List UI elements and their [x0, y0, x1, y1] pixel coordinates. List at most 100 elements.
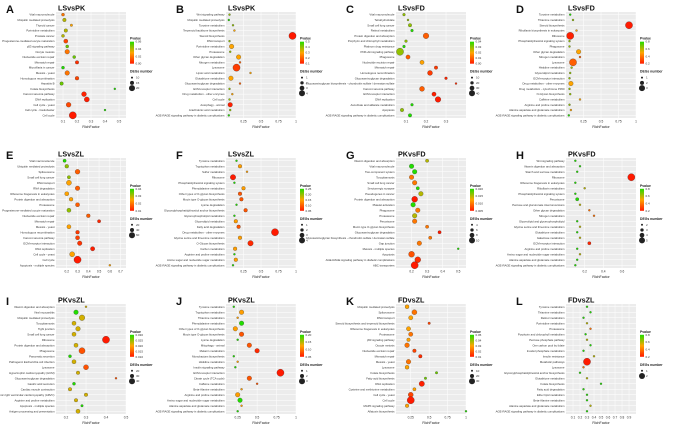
data-point — [65, 44, 69, 49]
data-point — [243, 208, 248, 213]
category-label: Thiamine metabolism — [198, 316, 225, 320]
legend-size-dot — [301, 223, 303, 226]
category-label: Arginine and proline metabolism — [525, 247, 566, 251]
category-label: AGE-RAGE signaling pathway in diabetic c… — [496, 409, 565, 413]
data-point — [86, 213, 91, 218]
legend-pvalue-tick: 0.3 — [306, 51, 311, 55]
data-point — [578, 203, 582, 206]
category-label: Glycosylphosphatidylinositol anchor bios… — [164, 208, 225, 212]
data-point — [585, 393, 589, 396]
data-point — [236, 338, 239, 341]
data-point — [61, 34, 65, 38]
legend-pvalue-tick: 0.02 — [136, 201, 142, 205]
category-label: Vitamin digestion and absorption — [354, 159, 395, 163]
data-point — [408, 113, 412, 118]
data-point — [108, 264, 111, 267]
legend-pvalue-tick: 0.015 — [476, 194, 484, 198]
x-tick-label: 0.4 — [601, 270, 606, 274]
legend-size-dot — [639, 237, 645, 244]
category-label: Lysosome — [552, 365, 565, 369]
category-label: AGE-RAGE signaling pathway in diabetic c… — [496, 113, 565, 117]
data-point — [76, 370, 80, 375]
data-point — [574, 181, 577, 184]
data-point — [74, 398, 78, 403]
legend-size-tick: 4 — [306, 91, 308, 95]
category-label: RNA degradation — [33, 186, 55, 190]
legend-pvalue-tick: 0.6 — [646, 194, 651, 198]
data-point — [73, 256, 82, 264]
category-label: RNA transport — [37, 181, 55, 185]
category-label: Steroid biosynthesis — [539, 23, 565, 27]
data-point — [238, 191, 242, 196]
category-label: Cell cycle — [43, 113, 55, 117]
category-label: Other glycan degradation — [533, 208, 565, 212]
legend-pvalue-tick: 0.2 — [646, 62, 651, 66]
category-label: Proteasome — [39, 203, 55, 207]
legend-pvalue-bar — [300, 41, 304, 64]
legend-size-title: DEGs number — [130, 70, 153, 74]
data-point — [64, 49, 70, 55]
legend-pvalue-tick: 0.4 — [646, 347, 651, 351]
legend-size-tick: 20 — [476, 374, 480, 378]
category-label: Toxoplasmosis — [376, 175, 395, 179]
category-label: Mismatch repair — [375, 66, 395, 70]
category-label: Nitrogen metabolism — [199, 60, 225, 64]
legend-size-dot — [300, 81, 304, 85]
data-point — [568, 103, 571, 106]
data-point — [68, 387, 72, 392]
data-point — [240, 404, 243, 407]
x-tick-label: 0.4 — [592, 416, 597, 420]
category-label: Ubiquitin mediated proteolysis — [357, 305, 395, 309]
category-label: Monobactam biosynthesis — [192, 354, 225, 358]
data-point — [288, 32, 297, 40]
legend-size-dot — [299, 378, 305, 385]
panel-a: A LSvsPK 0.1 0.2 0.3 0.4 0.5 Vital macromolecul… — [2, 4, 153, 130]
category-label: Small cell lung cancer — [27, 332, 54, 336]
data-point — [239, 197, 244, 202]
category-label: Meiosis - yeast — [36, 225, 55, 229]
data-point — [75, 326, 81, 332]
legend-pvalue-title: Pvalue — [300, 330, 311, 334]
data-point — [412, 213, 418, 219]
data-point — [72, 55, 76, 59]
x-tick-label: 0.6 — [620, 270, 625, 274]
data-point — [435, 96, 441, 103]
category-label: Progesterone-mediated oocyte maturation — [2, 208, 55, 212]
legend-pvalue-tick: 0.04 — [136, 187, 142, 191]
category-label: Alanine aspartate and glutamate metaboli… — [509, 404, 565, 408]
legend-pvalue-tick: 0.01 — [476, 355, 482, 359]
x-tick-label: 0.75 — [273, 416, 279, 420]
data-point — [231, 264, 235, 267]
legend-size-dot — [300, 228, 304, 232]
x-axis-label: RichFactor — [252, 275, 270, 279]
category-label: Retinol metabolism — [541, 316, 565, 320]
legend-size-tick: 1 — [306, 223, 308, 227]
legend-size-dot — [129, 85, 135, 92]
category-label: Histidine metabolism — [539, 66, 565, 70]
data-point — [405, 54, 411, 60]
category-label: Alanine aspartate and glutamate metaboli… — [509, 108, 565, 112]
legend-size-dot — [469, 85, 475, 91]
category-label: Peroxisome — [380, 219, 395, 223]
data-point — [83, 364, 89, 370]
x-tick-label: 0.2 — [64, 416, 69, 420]
category-label: Phosphatidylinositol signaling system — [178, 181, 225, 185]
category-label: Pancreatic secretion — [29, 354, 55, 358]
legend-size-tick: 10 — [476, 238, 480, 242]
data-point — [582, 366, 585, 369]
category-label: Spliceosome — [378, 310, 394, 314]
legend-size-tick: 30 — [476, 86, 480, 90]
plot-area — [56, 158, 126, 268]
category-label: Inositol phosphate metabolism — [527, 349, 565, 353]
category-label: Fanconi anemia pathway — [363, 87, 395, 91]
data-point — [69, 111, 77, 120]
panel-letter: G — [346, 150, 355, 162]
data-point — [78, 347, 86, 354]
category-label: p53 signaling pathway — [27, 44, 55, 48]
category-label: Apoptosis - multiple species — [20, 404, 55, 408]
panel-letter: I — [6, 296, 9, 308]
data-point — [71, 332, 77, 337]
category-label: Serotonergic synapse — [367, 186, 394, 190]
x-axis-label: RichFactor — [82, 421, 100, 425]
legend-pvalue-title: Pvalue — [130, 330, 141, 334]
